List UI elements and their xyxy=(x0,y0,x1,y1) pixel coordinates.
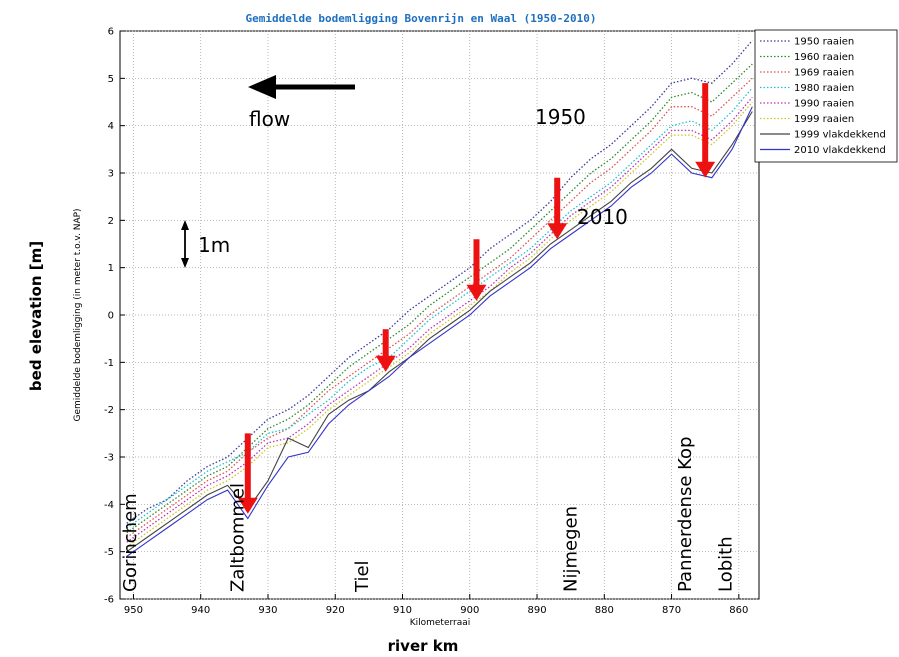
x-tick-label: 940 xyxy=(191,605,210,616)
flow-arrow-icon xyxy=(248,75,355,99)
legend-entry: 1990 raaien xyxy=(794,99,854,110)
x-tick-label: 920 xyxy=(326,605,345,616)
y-axis-ticks: 6 5 4 3 2 1 0 -1 -2 -3 -4 -5 -6 xyxy=(104,27,125,606)
y-tick-label: 3 xyxy=(108,169,114,180)
erosion-arrow-head xyxy=(695,161,716,178)
y-tick-label: 0 xyxy=(108,311,114,322)
series-line-7 xyxy=(126,106,753,557)
x-tick-label: 930 xyxy=(258,605,277,616)
place-label: Pannerdense Kop xyxy=(675,437,696,592)
year-label-1950: 1950 xyxy=(535,105,586,129)
place-label: Nijmegen xyxy=(561,506,582,592)
erosion-arrow-head xyxy=(375,355,396,372)
series-line-0 xyxy=(126,40,753,524)
y-tick-label: 5 xyxy=(108,74,114,85)
scale-label: 1m xyxy=(198,233,230,257)
y-tick-label: -6 xyxy=(104,595,114,606)
legend-entry: 1999 vlakdekkend xyxy=(794,130,886,141)
x-axis-label: Kilometerraai xyxy=(410,618,471,628)
legend-entry: 1960 raaien xyxy=(794,52,854,63)
series-line-6 xyxy=(126,111,753,553)
x-tick-label: 910 xyxy=(393,605,412,616)
x-tick-label: 900 xyxy=(460,605,479,616)
y-tick-label: -1 xyxy=(104,358,114,369)
place-label: Gorinchem xyxy=(120,493,141,592)
legend-entry: 1999 raaien xyxy=(794,114,854,125)
year-label-2010: 2010 xyxy=(577,205,628,229)
plot-area xyxy=(119,30,760,600)
legend-entry: 1980 raaien xyxy=(794,83,854,94)
series-line-4 xyxy=(126,96,753,543)
series-line-2 xyxy=(126,77,753,539)
flow-label: flow xyxy=(249,107,290,131)
y-tick-label: -5 xyxy=(104,547,114,558)
place-labels: Gorinchem Zaltbommel Tiel Nijmegen Pannerden… xyxy=(120,437,736,593)
legend-entry: 1969 raaien xyxy=(794,68,854,79)
y-tick-label: -4 xyxy=(104,500,114,511)
erosion-arrows xyxy=(237,83,716,514)
series-line-5 xyxy=(126,101,753,548)
x-tick-label: 890 xyxy=(527,605,546,616)
erosion-arrow-head xyxy=(547,223,568,240)
series-lines xyxy=(126,40,753,557)
y-tick-label: -3 xyxy=(104,453,114,464)
y-tick-label: 1 xyxy=(108,263,114,274)
legend-entry: 2010 vlakdekkend xyxy=(794,145,886,156)
y-axis-label: Gemiddelde bodemligging (in meter t.o.v.… xyxy=(73,208,83,421)
place-label: Lobith xyxy=(715,536,736,592)
x-tick-label: 950 xyxy=(124,605,143,616)
y-tick-label: 2 xyxy=(108,216,114,227)
place-label: Zaltbommel xyxy=(228,483,249,592)
legend-entry: 1950 raaien xyxy=(794,37,854,48)
legend: 1950 raaien 1960 raaien 1969 raaien 1980 ra… xyxy=(754,29,898,163)
y-tick-label: 6 xyxy=(108,27,114,38)
y-tick-label: -2 xyxy=(104,405,114,416)
x-tick-label: 880 xyxy=(595,605,614,616)
place-label: Tiel xyxy=(352,560,373,593)
x-tick-label: 870 xyxy=(662,605,681,616)
y-tick-label: 4 xyxy=(108,121,114,132)
outer-y-label: bed elevation [m] xyxy=(27,241,45,391)
outer-x-label: river km xyxy=(388,637,459,655)
erosion-arrow-head xyxy=(466,284,487,301)
erosion-arrow-head xyxy=(237,497,258,514)
x-axis-ticks: 950 940 930 920 910 900 890 880 870 860 xyxy=(124,594,748,616)
series-line-1 xyxy=(126,63,753,534)
x-tick-label: 860 xyxy=(729,605,748,616)
chart-title: Gemiddelde bodemligging Bovenrijn en Waa… xyxy=(246,12,597,25)
scale-arrow-icon xyxy=(181,220,189,268)
